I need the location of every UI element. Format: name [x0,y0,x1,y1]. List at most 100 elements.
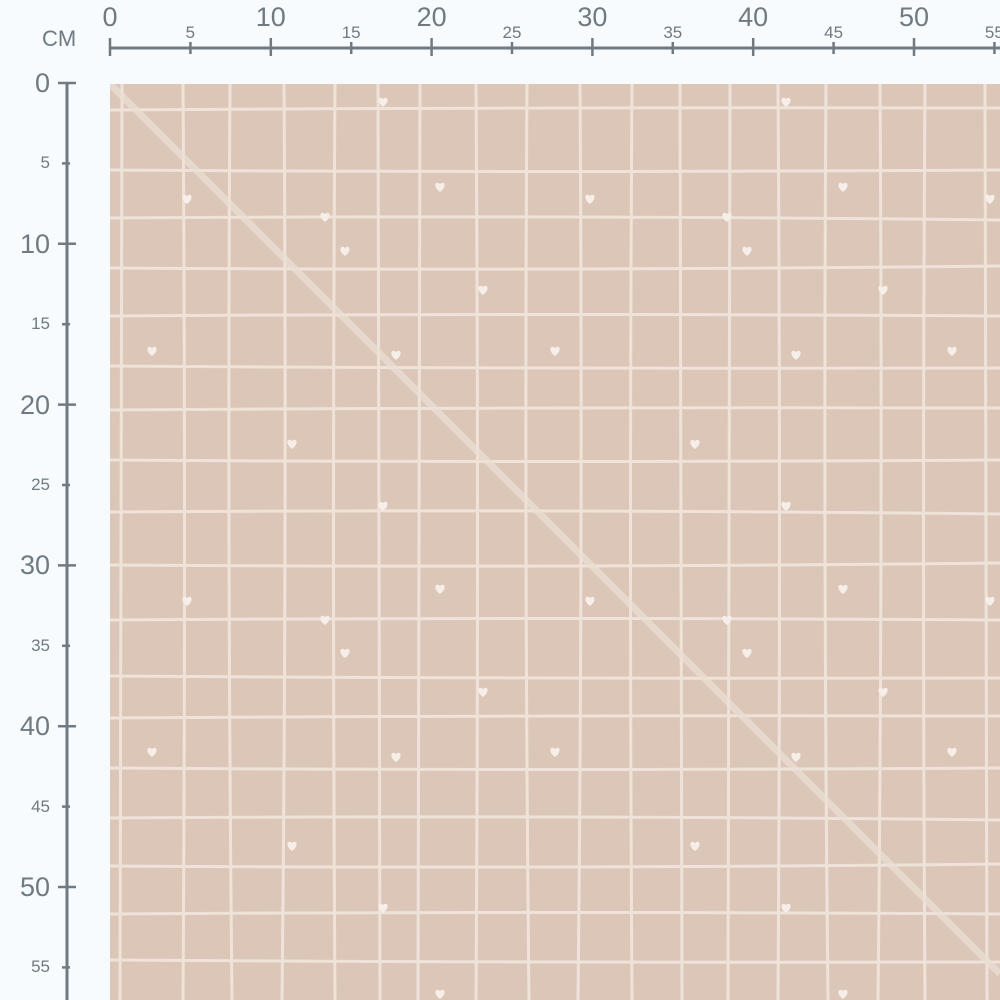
heart-icon [838,584,848,594]
grid-line-horizontal [110,815,1000,822]
heart-icon [781,97,791,107]
vertical-tick-label: 5 [40,153,50,173]
heart-icon [340,648,350,658]
horizontal-tick-label: 45 [824,23,844,42]
heart-icon [320,615,330,625]
grid-line-vertical [227,84,234,1000]
grid-line-horizontal [110,674,1000,680]
heart-icon [550,346,560,356]
heart-icon [147,747,157,757]
grid-line-horizontal [110,862,1000,869]
vertical-tick-label: 55 [31,957,50,977]
heart-icon [287,841,297,851]
horizontal-tick-label: 55 [984,23,1000,42]
heart-icon [435,584,445,594]
vertical-tick-label: 50 [19,872,50,902]
grid-line-horizontal [110,364,1000,370]
fabric-swatch [110,84,1000,1000]
heart-icon [378,97,388,107]
heart-icon [391,752,401,762]
heart-icon [378,501,388,511]
horizontal-tick-label: 10 [255,2,286,32]
grid-line-horizontal [110,714,1000,720]
horizontal-tick-label: 15 [341,23,361,42]
horizontal-tick-label: 50 [898,2,930,32]
heart-icon [585,194,595,204]
heart-icon [985,194,995,204]
heart-icon [878,285,888,295]
heart-icon [722,615,732,625]
grid-line-vertical [678,84,684,1000]
heart-icon [690,841,700,851]
grid-line-horizontal [110,509,1000,516]
vertical-tick-label: 0 [34,68,50,98]
heart-icon [791,350,801,360]
ruler-unit-label: CM [42,26,77,51]
heart-icon [742,246,752,256]
heart-icon [147,346,157,356]
heart-icon [478,285,488,295]
grid-pattern [110,84,1000,1000]
horizontal-tick-label: 40 [738,2,769,32]
grid-line-vertical [726,84,732,1000]
grid-line-horizontal [110,406,1000,412]
horizontal-tick-label: 35 [663,23,683,42]
vertical-tick-label: 45 [31,796,50,816]
grid-line-vertical [983,84,989,1000]
heart-icon [985,596,995,606]
heart-icon [182,596,192,606]
grid-line-vertical [524,84,531,1000]
grid-line-vertical [876,84,883,1000]
heart-icon [391,350,401,360]
fold-line [110,84,1000,977]
heart-icon [878,687,888,697]
grid-line-horizontal [110,617,1000,622]
grid-line-horizontal [110,911,1000,916]
heart-icon [550,747,560,757]
heart-icon [722,212,732,222]
grid-line-vertical [922,84,927,1000]
grid-line-vertical [376,84,382,1000]
vertical-tick-label: 10 [19,228,50,259]
grid-line-vertical [118,84,124,1000]
grid-line-vertical [629,84,634,1000]
horizontal-tick-label: 5 [185,23,196,42]
heart-icon [690,439,700,449]
grid-line-horizontal [110,264,1000,271]
grid-line-vertical [576,84,583,1000]
heart-icon [435,989,445,999]
grid-line-vertical [181,84,186,1000]
heart-icon [947,346,957,356]
vertical-tick-label: 25 [31,475,50,494]
grid-line-vertical [280,84,287,1000]
heart-icon [838,182,848,192]
heart-icon [340,246,350,256]
heart-icon [947,747,957,757]
horizontal-tick-label: 25 [502,23,522,42]
grid-line-horizontal [110,106,1000,112]
heart-icon [478,687,488,697]
heart-icon [585,596,595,606]
grid-line-vertical [416,84,422,1000]
grid-line-horizontal [110,958,1000,964]
heart-icon [791,752,801,762]
heart-icon [781,501,791,511]
heart-icon [742,648,752,658]
grid-line-horizontal [110,766,1000,771]
heart-icon [378,903,388,913]
heart-icon [287,439,297,449]
grid-line-vertical [332,84,337,1000]
vertical-tick-label: 20 [19,389,50,420]
vertical-tick-label: 30 [19,550,50,581]
heart-icon [838,989,848,999]
horizontal-tick-label: 0 [102,2,118,32]
vertical-tick-label: 15 [31,314,50,334]
grid-line-horizontal [110,168,1000,173]
grid-line-horizontal [110,458,1000,463]
vertical-tick-label: 35 [31,635,50,655]
grid-line-vertical [776,84,781,1000]
horizontal-tick-label: 20 [416,2,447,32]
heart-icon [182,194,192,204]
heart-icon [435,182,445,192]
